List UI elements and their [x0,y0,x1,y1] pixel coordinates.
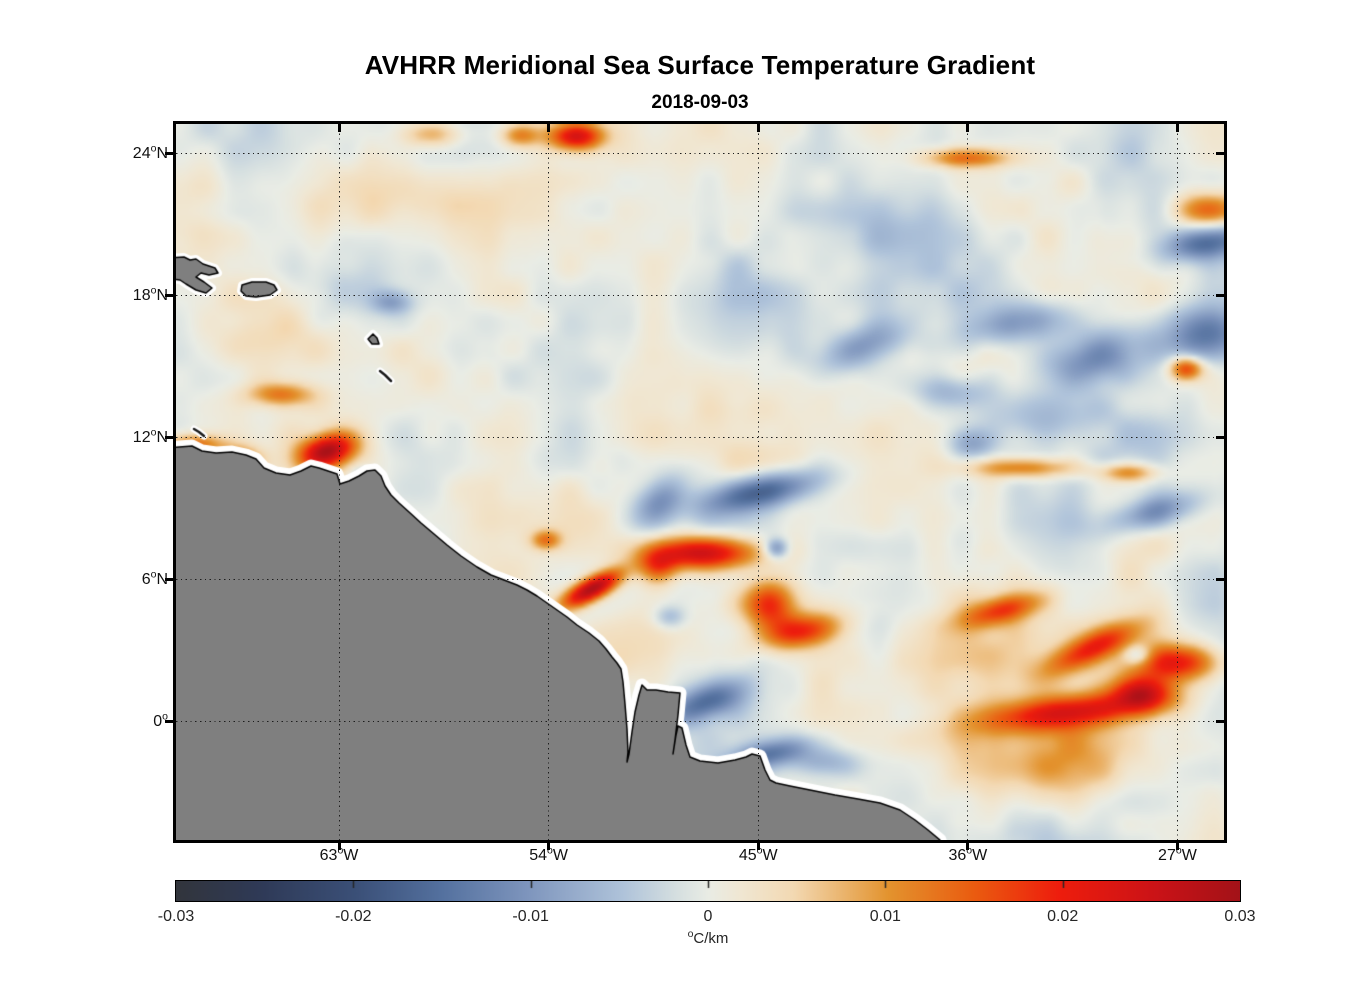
gridline-lat-24 [176,153,1224,155]
gridline-lat-18 [176,295,1224,297]
ytick-right-18 [1216,294,1224,298]
gridline-lon-27 [1176,124,1178,840]
colorbar-tick-label--0.03: -0.03 [157,908,195,925]
colorbar-unit-label: oC/km [628,928,788,947]
colorbar-tick-label-0.02: 0.02 [1047,908,1079,925]
colorbar-tick-label-0.01: 0.01 [869,908,901,925]
xtick-label-36: 36oW [948,844,988,864]
colorbar-tick-label-0.03: 0.03 [1224,908,1256,925]
ytick-label-18: 18oN [132,284,168,304]
ytick-left-24 [165,152,173,156]
degree-symbol: o [687,928,694,940]
ytick-label-12: 12oN [132,426,168,446]
ytick-left-12 [165,436,173,440]
xtick-bottom-63 [337,843,341,850]
xtick-label-45: 45oW [738,844,778,864]
xtick-bottom-54 [547,843,551,850]
gridline-lat-0 [176,721,1224,723]
figure-date-subtitle: 2018-09-03 [651,92,749,113]
xtick-bottom-36 [966,843,970,850]
colorbar-canvas [176,881,1240,901]
xtick-top-45 [756,124,760,132]
xtick-bottom-45 [756,843,760,850]
ytick-label-24: 24oN [132,142,168,162]
colorbar-tick-label-0: 0 [703,908,713,925]
xtick-top-27 [1175,124,1179,132]
gridline-lat-6 [176,579,1224,581]
unit-text: C/km [693,930,729,947]
gridline-lon-36 [967,124,969,840]
xtick-bottom-27 [1175,843,1179,850]
ytick-right-12 [1216,436,1224,440]
colorbar-tick-label--0.01: -0.01 [512,908,549,925]
sst-gradient-map-canvas [176,124,1224,840]
title-wrap: AVHRR Meridional Sea Surface Temperature… [176,50,1224,81]
ytick-right-6 [1216,578,1224,582]
ytick-right-0 [1216,720,1224,724]
gridline-lon-45 [757,124,759,840]
xtick-label-63: 63oW [319,844,359,864]
colorbar-tick-label--0.02: -0.02 [335,908,372,925]
gridline-lon-63 [338,124,340,840]
xtick-label-27: 27oW [1158,844,1197,864]
gridline-lon-54 [548,124,550,840]
ytick-label-6: 6oN [141,568,168,588]
ytick-left-0 [165,720,173,724]
xtick-top-54 [547,124,551,132]
page-title: AVHRR Meridional Sea Surface Temperature… [364,50,1036,80]
ytick-left-6 [165,578,173,582]
gridline-lat-12 [176,437,1224,439]
ytick-left-18 [165,294,173,298]
xtick-top-63 [337,124,341,132]
xtick-label-54: 54oW [529,844,568,864]
xtick-top-36 [966,124,970,132]
ytick-right-24 [1216,152,1224,156]
ytick-label-0: 0o [153,710,168,730]
